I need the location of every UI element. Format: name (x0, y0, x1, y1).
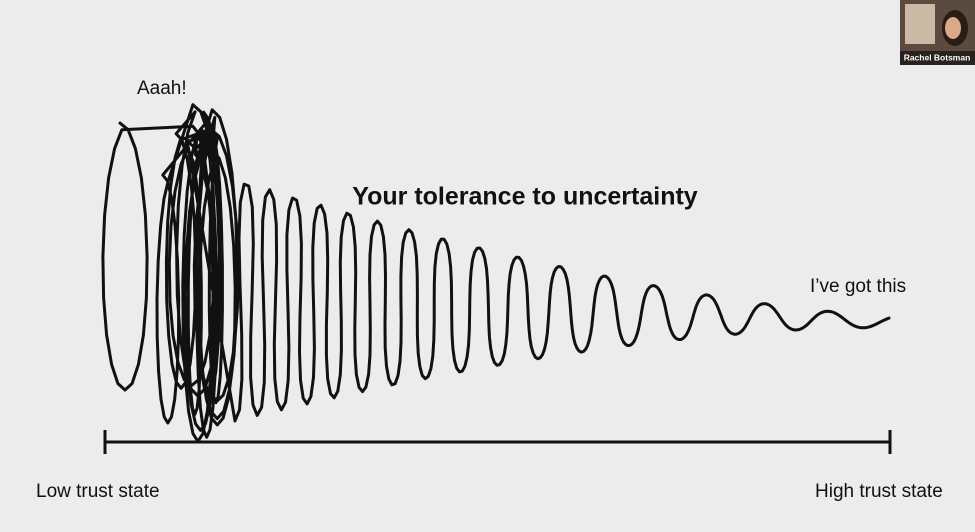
uncertainty-scribble (101, 103, 891, 443)
participant-name: Rachel Botsman (904, 52, 971, 62)
low-trust-label: Low trust state (36, 481, 160, 502)
name-bar (900, 51, 975, 65)
exclamation: Aaah! (137, 78, 187, 99)
video-background (905, 4, 935, 44)
participant-video: Rachel Botsman (900, 0, 975, 65)
person-face (945, 17, 961, 39)
trust-axis (103, 430, 892, 454)
confident-note: I’ve got this (810, 276, 906, 297)
slide-title: Your tolerance to uncertainty (352, 183, 698, 211)
high-trust-label: High trust state (815, 481, 943, 502)
